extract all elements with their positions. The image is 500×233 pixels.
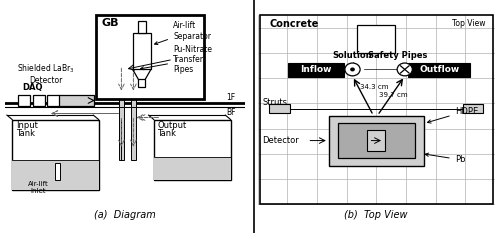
Text: (b)  Top View: (b) Top View — [344, 210, 408, 220]
Bar — [96, 15, 204, 99]
Text: 34.3 cm: 34.3 cm — [360, 85, 388, 90]
Text: Top View: Top View — [452, 19, 486, 28]
Text: Air-lift
Separator: Air-lift Separator — [154, 21, 211, 45]
Bar — [357, 25, 395, 53]
Bar — [18, 96, 30, 106]
Bar — [119, 17, 124, 107]
Bar — [329, 116, 424, 166]
Bar — [119, 107, 124, 160]
Bar — [131, 17, 136, 107]
Text: (a)  Diagram: (a) Diagram — [94, 210, 156, 220]
Text: 1F: 1F — [226, 93, 235, 102]
Text: Output: Output — [158, 120, 186, 130]
Bar — [154, 120, 230, 180]
Text: GB: GB — [101, 18, 118, 28]
Bar — [132, 33, 151, 69]
Circle shape — [350, 67, 355, 72]
Bar — [270, 104, 289, 113]
Bar — [154, 157, 230, 180]
Circle shape — [345, 63, 360, 76]
Bar — [47, 96, 59, 106]
Bar — [288, 63, 344, 77]
Bar — [12, 160, 99, 190]
Text: Shielded LaBr$_3$
Detector: Shielded LaBr$_3$ Detector — [17, 63, 74, 86]
Bar — [12, 120, 99, 190]
Text: Solution: Solution — [332, 51, 372, 60]
Bar — [56, 163, 60, 180]
Text: Outflow: Outflow — [419, 65, 460, 74]
Text: Struts: Struts — [262, 97, 287, 106]
Text: Input: Input — [16, 120, 38, 130]
Bar — [138, 79, 145, 87]
Text: DAQ: DAQ — [22, 83, 43, 93]
Circle shape — [397, 63, 412, 76]
Bar — [338, 123, 414, 158]
Text: Inflow: Inflow — [300, 65, 332, 74]
Text: Tank: Tank — [158, 129, 176, 137]
Bar — [32, 96, 44, 106]
Text: 39.7 cm: 39.7 cm — [378, 93, 407, 99]
Bar — [138, 21, 145, 33]
Bar — [408, 63, 470, 77]
Text: HDPE: HDPE — [428, 106, 478, 123]
Text: Concrete: Concrete — [270, 19, 319, 29]
Bar — [131, 107, 136, 160]
Text: Pu-Nitrate
Transfer
Pipes: Pu-Nitrate Transfer Pipes — [140, 45, 212, 74]
Bar — [368, 130, 385, 151]
Bar — [463, 104, 483, 113]
Text: Tank: Tank — [16, 129, 35, 137]
Bar — [58, 96, 94, 106]
Text: Detector: Detector — [262, 136, 299, 145]
Text: Pb: Pb — [425, 153, 465, 164]
Text: BF: BF — [226, 108, 235, 117]
Text: Safety Pipes: Safety Pipes — [368, 51, 428, 60]
Text: Air-lift
Inlet: Air-lift Inlet — [28, 181, 49, 194]
